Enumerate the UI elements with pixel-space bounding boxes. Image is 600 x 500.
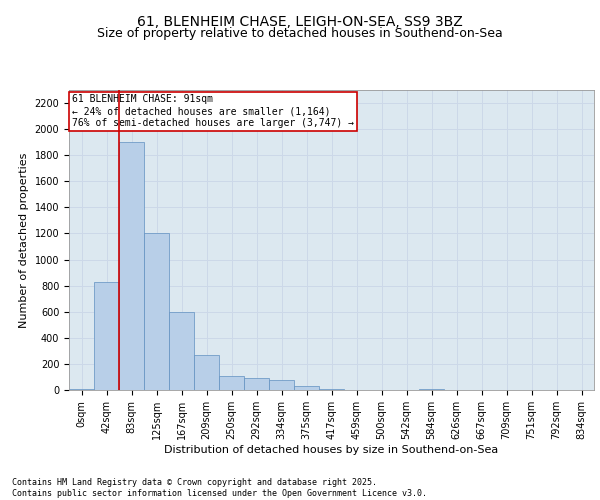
Bar: [94, 282, 119, 390]
Bar: [144, 234, 169, 390]
Bar: [269, 380, 294, 390]
Text: 61 BLENHEIM CHASE: 91sqm
← 24% of detached houses are smaller (1,164)
76% of sem: 61 BLENHEIM CHASE: 91sqm ← 24% of detach…: [71, 94, 353, 128]
Text: Size of property relative to detached houses in Southend-on-Sea: Size of property relative to detached ho…: [97, 28, 503, 40]
Y-axis label: Number of detached properties: Number of detached properties: [19, 152, 29, 328]
Bar: [219, 376, 244, 390]
Text: Contains HM Land Registry data © Crown copyright and database right 2025.
Contai: Contains HM Land Registry data © Crown c…: [12, 478, 427, 498]
Bar: [294, 386, 319, 390]
Bar: [169, 312, 194, 390]
Bar: [244, 378, 269, 390]
X-axis label: Distribution of detached houses by size in Southend-on-Sea: Distribution of detached houses by size …: [164, 444, 499, 454]
Text: 61, BLENHEIM CHASE, LEIGH-ON-SEA, SS9 3BZ: 61, BLENHEIM CHASE, LEIGH-ON-SEA, SS9 3B…: [137, 16, 463, 30]
Bar: [69, 388, 94, 390]
Bar: [194, 355, 219, 390]
Bar: [119, 142, 144, 390]
